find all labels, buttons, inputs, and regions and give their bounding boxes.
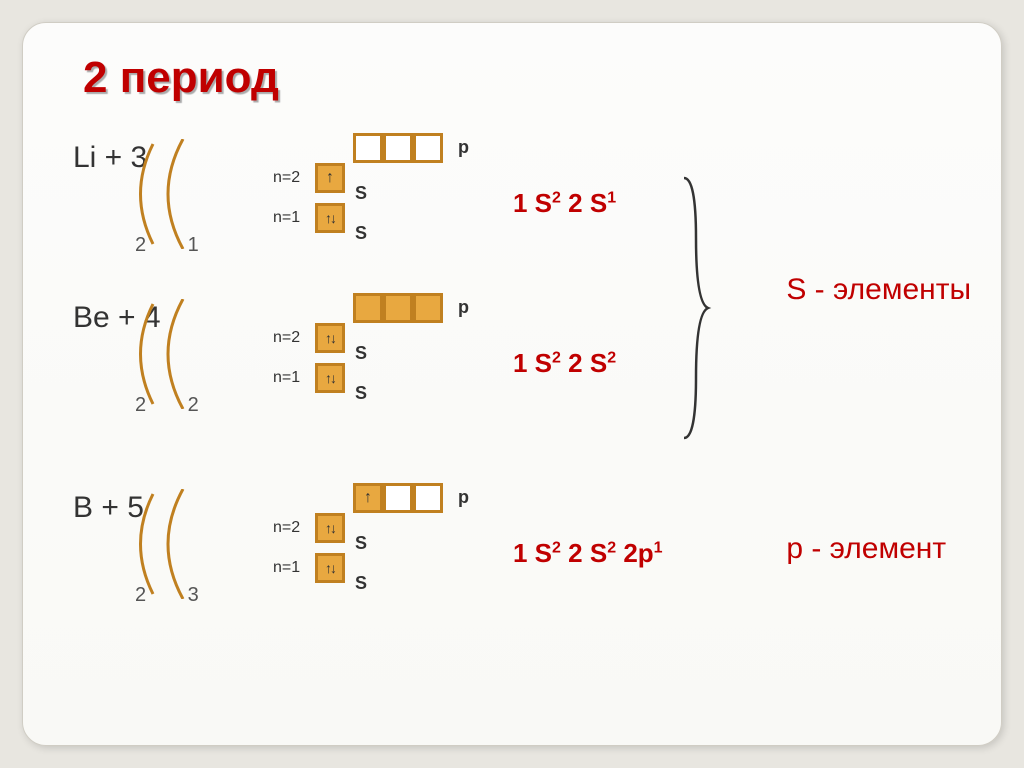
electron-config: 1 S2 2 S1 xyxy=(513,188,616,219)
electron-config: 1 S2 2 S2 xyxy=(513,348,616,379)
n2-s-cells xyxy=(315,163,345,193)
config-col: 1 S2 2 S2 2p1 xyxy=(513,538,713,569)
orbital-cell xyxy=(383,483,413,513)
sublabel-p: p xyxy=(458,137,469,158)
orbital-cell xyxy=(315,203,345,233)
sublabel-s2: S xyxy=(355,533,367,554)
sublabel-s1: S xyxy=(355,223,367,244)
shell-numbers: 2 3 xyxy=(135,584,217,607)
electron-config: 1 S2 2 S2 2p1 xyxy=(513,538,663,569)
orbital-cell xyxy=(315,363,345,393)
brace-icon xyxy=(676,168,716,453)
orbital-cell xyxy=(315,323,345,353)
n2-s-cells xyxy=(315,513,345,543)
sublabel-s2: S xyxy=(355,183,367,204)
sublabel-s1: S xyxy=(355,573,367,594)
orbital-cell xyxy=(315,163,345,193)
orbital-diagram: n=1 n=2 S S p xyxy=(273,473,513,633)
slide-title: 2 период xyxy=(83,53,951,103)
orbital-cell xyxy=(315,553,345,583)
orbital-cell xyxy=(383,133,413,163)
level-n1: n=1 xyxy=(273,209,300,227)
s-elements-label: S - элементы xyxy=(786,273,971,307)
level-n2: n=2 xyxy=(273,329,300,347)
shell-arcs xyxy=(123,299,243,409)
sublabel-p: p xyxy=(458,487,469,508)
orbital-cell xyxy=(383,293,413,323)
orbital-cell xyxy=(353,483,383,513)
orbital-diagram: n=1 n=2 S S p xyxy=(273,283,513,443)
n1-s-cells xyxy=(315,553,345,583)
sublabel-s2: S xyxy=(355,343,367,364)
slide: 2 период Li + 3 2 1 n=1 n=2 xyxy=(22,22,1002,746)
n2-s-cells xyxy=(315,323,345,353)
p-element-label: p - элемент xyxy=(786,532,971,566)
level-n2: n=2 xyxy=(273,169,300,187)
orbital-cell xyxy=(413,133,443,163)
atom-col: B + 5 2 3 xyxy=(73,473,273,633)
orbital-cell xyxy=(353,293,383,323)
level-n1: n=1 xyxy=(273,369,300,387)
sublabel-p: p xyxy=(458,297,469,318)
atom-col: Be + 4 2 2 xyxy=(73,283,273,443)
level-n2: n=2 xyxy=(273,519,300,537)
n2-p-cells xyxy=(353,133,443,163)
n2-p-cells xyxy=(353,293,443,323)
atom-col: Li + 3 2 1 xyxy=(73,123,273,283)
orbital-cell xyxy=(413,293,443,323)
sublabel-s1: S xyxy=(355,383,367,404)
level-n1: n=1 xyxy=(273,559,300,577)
shell-numbers: 2 2 xyxy=(135,394,217,417)
n1-s-cells xyxy=(315,363,345,393)
shell-numbers: 2 1 xyxy=(135,234,217,257)
orbital-cell xyxy=(315,513,345,543)
class-labels: S - элементы p - элемент xyxy=(786,163,971,566)
orbital-diagram: n=1 n=2 S S p xyxy=(273,123,513,283)
n2-p-cells xyxy=(353,483,443,513)
n1-s-cells xyxy=(315,203,345,233)
shell-arcs xyxy=(123,139,243,249)
shell-arcs xyxy=(123,489,243,599)
orbital-cell xyxy=(413,483,443,513)
orbital-cell xyxy=(353,133,383,163)
